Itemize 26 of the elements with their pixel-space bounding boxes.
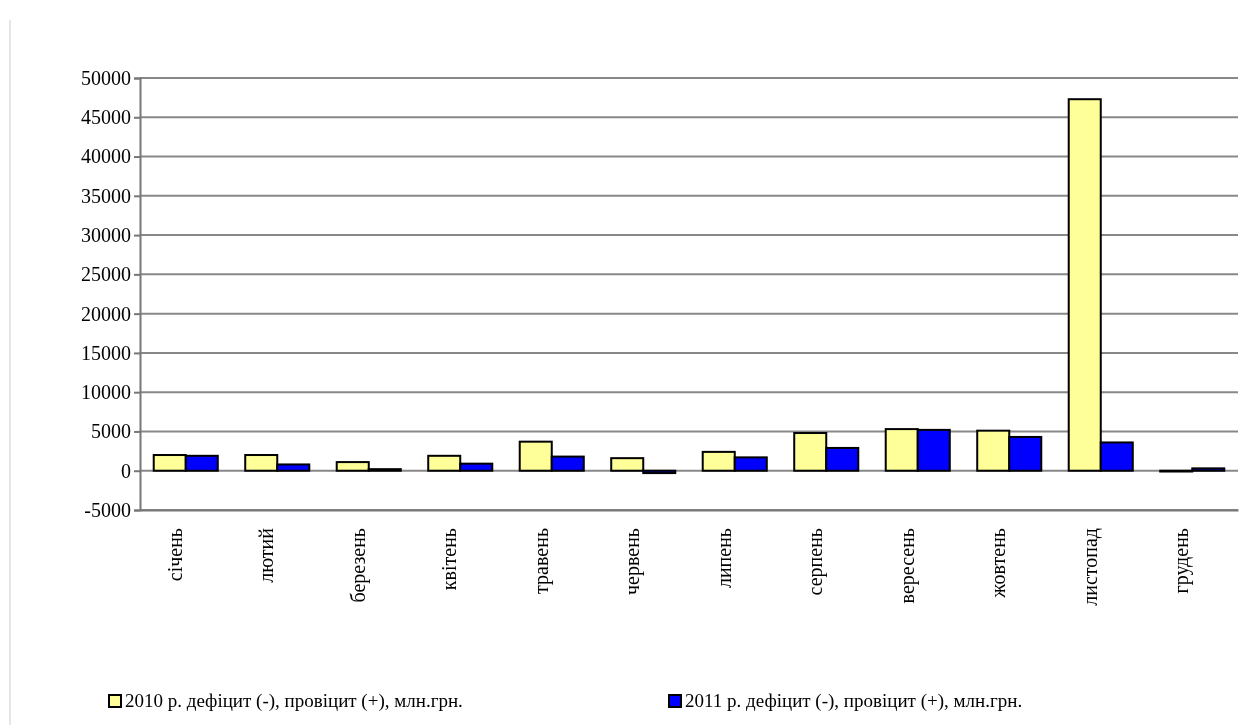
x-tick-label: жовтень (987, 528, 1010, 599)
legend-label: 2011 р. дефіцит (-), провіцит (+), млн.грн. (685, 690, 1023, 712)
x-tick-label: вересень (895, 528, 919, 604)
y-tick-label: 35000 (81, 184, 131, 207)
x-tick-label: травень (529, 528, 553, 594)
y-tick-label: 0 (121, 459, 131, 482)
y-tick-label: 45000 (81, 106, 131, 129)
x-tick-label: листопад (1078, 528, 1102, 606)
y-tick-label: 40000 (81, 145, 131, 168)
x-tick-label: січень (163, 528, 186, 582)
y-tick-label: 30000 (81, 223, 131, 246)
x-tick-label: серпень (804, 528, 828, 596)
y-tick-label: 20000 (81, 302, 131, 325)
x-tick-label: липень (712, 528, 735, 589)
legend-label: 2010 р. дефіцит (-), провіцит (+), млн.грн. (125, 690, 463, 712)
y-tick-label: 5000 (91, 420, 131, 443)
x-tick-label: лютий (255, 527, 278, 583)
y-tick-label: 15000 (81, 341, 131, 364)
x-tick-label: червень (621, 528, 645, 595)
y-tick-label: 10000 (81, 381, 131, 404)
x-tick-label: квітень (438, 528, 461, 591)
y-tick-label: 25000 (81, 263, 131, 286)
x-tick-label: березень (346, 528, 370, 603)
y-tick-label: 50000 (81, 66, 131, 89)
y-tick-label: -5000 (84, 498, 131, 521)
x-tick-label: грудень (1170, 528, 1194, 594)
